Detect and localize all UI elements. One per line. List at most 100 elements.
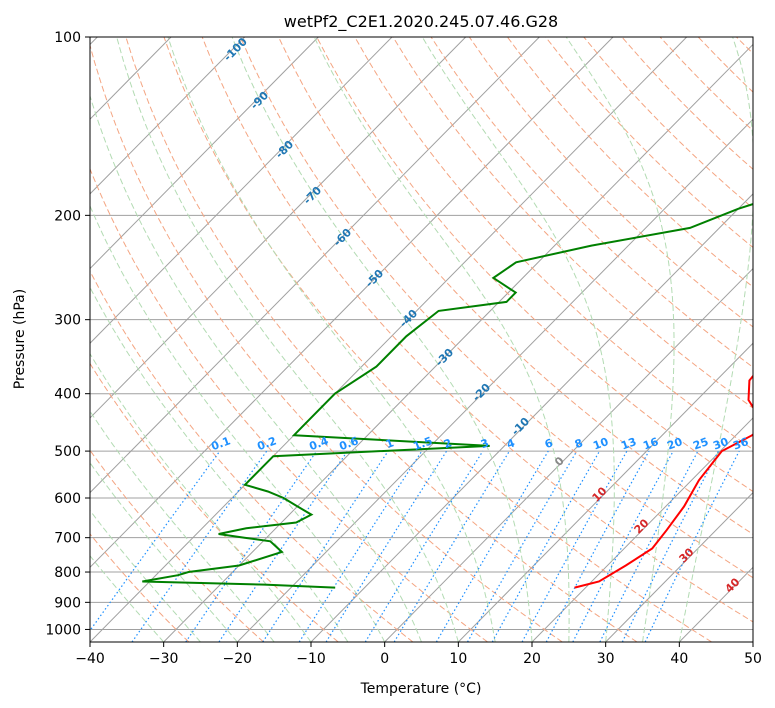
mixing-ratio-line xyxy=(393,450,510,642)
moist-adiabat-line xyxy=(313,37,570,642)
mixing-ratio-label: 2 xyxy=(442,436,454,451)
mixing-ratio-label: 25 xyxy=(691,435,710,452)
dry-adiabat-line xyxy=(468,37,753,328)
dry-adiabat-line xyxy=(90,362,339,642)
moist-adiabat-line xyxy=(90,410,275,642)
moist-adiabat-line xyxy=(90,204,386,642)
isotherm-line xyxy=(90,37,246,195)
mixing-ratio-label: 20 xyxy=(665,435,684,453)
isotherm-line xyxy=(90,37,467,419)
mixing-ratio-line xyxy=(218,450,348,642)
x-tick-label: 0 xyxy=(380,651,389,667)
mixing-ratio-label: 0.4 xyxy=(307,434,330,453)
dry-adiabat-line xyxy=(90,270,414,642)
x-axis-label: Temperature (°C) xyxy=(360,681,482,697)
y-tick-label: 800 xyxy=(54,565,81,581)
x-tick-label: −20 xyxy=(223,651,253,667)
moist-adiabat-line xyxy=(90,509,201,642)
moist-adiabat-line xyxy=(90,94,422,642)
isotherm-line xyxy=(310,193,753,642)
isotherm-line xyxy=(752,641,753,642)
x-tick-label: −40 xyxy=(75,651,105,667)
moist-adiabat-line xyxy=(421,37,615,642)
moist-adiabat-line xyxy=(90,554,165,642)
mixing-ratio-line xyxy=(131,450,268,642)
mixing-ratio-label: 0.6 xyxy=(337,434,360,453)
isotherm-line xyxy=(605,491,753,642)
mixing-ratio-label: 8 xyxy=(573,436,585,451)
isotherm-line xyxy=(457,342,753,642)
isotherm-line xyxy=(90,37,393,344)
y-tick-label: 100 xyxy=(54,30,81,46)
moist-adiabat-line xyxy=(565,37,675,642)
y-tick-label: 300 xyxy=(54,313,81,329)
mixing-ratio-label: 16 xyxy=(641,435,660,453)
dry-adiabat-line xyxy=(354,37,753,451)
moist-adiabat-line xyxy=(116,37,459,642)
isotherm-line xyxy=(236,118,753,642)
temperature-profile-line xyxy=(574,374,753,589)
y-tick-label: 700 xyxy=(54,531,81,547)
mixing-ratio-label: 0.1 xyxy=(209,434,232,453)
mixing-ratio-line xyxy=(364,450,484,642)
dry-adiabat-line xyxy=(125,37,638,642)
mixing-ratio-line xyxy=(644,450,740,642)
moist-adiabat-line xyxy=(678,37,753,642)
mixing-ratio-line xyxy=(491,450,601,642)
dry-adiabat-line xyxy=(90,533,190,642)
moist-adiabat-line xyxy=(90,352,312,642)
dewpoint-profile-line xyxy=(142,203,753,589)
mixing-ratio-line xyxy=(621,450,719,642)
mixing-ratio-label: 1 xyxy=(384,436,396,451)
moist-adiabat-line xyxy=(167,37,496,642)
mixing-ratio-line xyxy=(521,450,628,642)
mixing-ratio-line xyxy=(545,450,650,642)
moist-adiabat-line xyxy=(90,462,238,642)
isotherm-line xyxy=(531,417,753,642)
plot-frame xyxy=(89,36,754,643)
moist-adiabat-line xyxy=(90,286,349,642)
isotherm-line xyxy=(384,267,753,642)
dry-adiabat-line xyxy=(201,37,753,623)
x-tick-label: 40 xyxy=(670,651,688,667)
dry-adiabat-line xyxy=(163,37,712,642)
x-tick-label: 50 xyxy=(744,651,762,667)
isotherm-line xyxy=(90,37,614,569)
chart-title: wetPf2_C2E1.2020.245.07.46.G28 xyxy=(284,12,558,32)
x-tick-label: 20 xyxy=(523,651,541,667)
plot-background xyxy=(90,37,753,642)
y-tick-label: 400 xyxy=(54,387,81,403)
mixing-ratio-label: 3 xyxy=(479,436,491,451)
mixing-ratio-line xyxy=(90,450,221,632)
y-tick-label: 500 xyxy=(54,444,81,460)
dry-adiabat-line xyxy=(430,37,753,368)
mixing-ratio-label: 36 xyxy=(731,435,750,453)
mixing-ratio-label: 0.2 xyxy=(255,434,278,453)
x-tick-label: −10 xyxy=(296,651,326,667)
mixing-ratio-line xyxy=(262,450,389,642)
y-tick-label: 1000 xyxy=(45,622,81,638)
x-tick-label: 30 xyxy=(597,651,615,667)
y-axis-label: Pressure (hPa) xyxy=(12,289,28,389)
x-tick-label: −30 xyxy=(149,651,179,667)
mixing-ratio-label: 1.5 xyxy=(411,434,434,453)
mixing-ratio-label: 10 xyxy=(591,435,610,453)
mixing-ratio-label: 6 xyxy=(543,436,555,451)
mixing-ratio-line xyxy=(298,450,423,642)
moist-adiabat-line xyxy=(231,37,533,642)
dry-adiabat-line xyxy=(90,167,488,642)
mixing-ratio-label: 30 xyxy=(711,435,730,453)
y-tick-label: 900 xyxy=(54,595,81,611)
y-tick-label: 200 xyxy=(54,208,81,224)
mixing-ratio-line xyxy=(325,450,448,642)
y-tick-label: 600 xyxy=(54,491,81,507)
isotherm-line xyxy=(90,37,540,494)
mixing-ratio-label: 13 xyxy=(619,435,638,452)
mixing-ratio-label: 4 xyxy=(505,436,517,451)
mixing-ratio-line xyxy=(185,450,318,642)
isotherm-line xyxy=(90,37,319,270)
x-tick-label: 10 xyxy=(449,651,467,667)
dry-adiabat-line xyxy=(90,43,563,642)
dry-adiabat-line xyxy=(316,37,753,493)
